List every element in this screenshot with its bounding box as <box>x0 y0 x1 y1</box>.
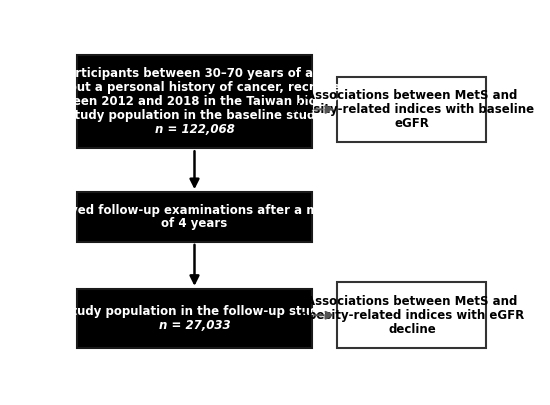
Text: Study population in the follow-up study: Study population in the follow-up study <box>63 305 326 318</box>
Text: Study population in the baseline study: Study population in the baseline study <box>66 109 323 122</box>
Text: n = 27,033: n = 27,033 <box>159 319 230 332</box>
Text: n = 122,068: n = 122,068 <box>155 123 234 136</box>
Text: Received follow-up examinations after a median: Received follow-up examinations after a … <box>34 204 355 217</box>
Text: between 2012 and 2018 in the Taiwan biobank: between 2012 and 2018 in the Taiwan biob… <box>40 95 349 108</box>
Text: Participants between 30–70 years of age: Participants between 30–70 years of age <box>59 67 330 80</box>
FancyBboxPatch shape <box>337 283 486 348</box>
FancyBboxPatch shape <box>77 55 312 148</box>
Text: without a personal history of cancer, recruited: without a personal history of cancer, re… <box>40 81 349 94</box>
FancyBboxPatch shape <box>77 289 312 348</box>
Text: decline: decline <box>388 323 436 336</box>
FancyBboxPatch shape <box>77 192 312 242</box>
Text: obesity-related indices with baseline: obesity-related indices with baseline <box>289 103 535 116</box>
Text: Associations between MetS and: Associations between MetS and <box>306 89 518 102</box>
Text: obesity-related indices with eGFR: obesity-related indices with eGFR <box>300 309 524 322</box>
Text: Associations between MetS and: Associations between MetS and <box>306 295 518 308</box>
Text: eGFR: eGFR <box>394 117 430 130</box>
FancyBboxPatch shape <box>337 77 486 142</box>
Text: of 4 years: of 4 years <box>161 217 228 230</box>
